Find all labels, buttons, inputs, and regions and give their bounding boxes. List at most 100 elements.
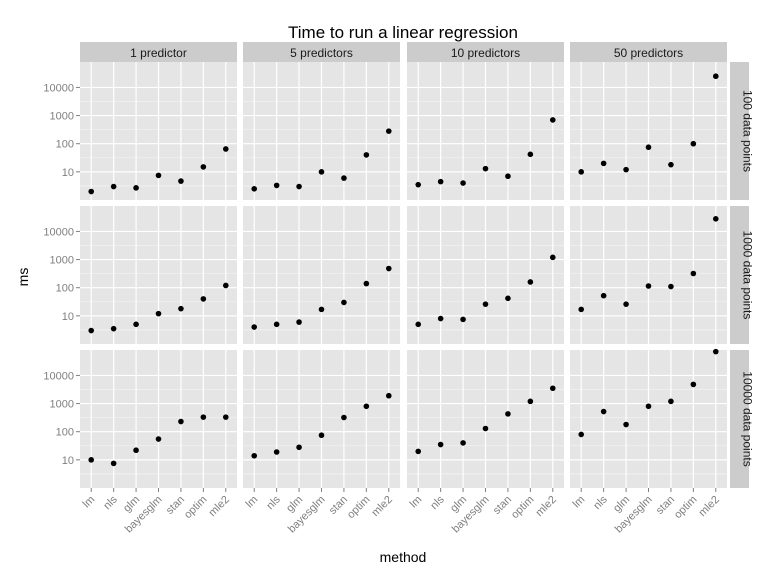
facet-grid: 1 predictor 5 predictors 10 predictors 50 p…	[43, 42, 755, 535]
data-point	[460, 440, 466, 446]
facet-panel	[407, 206, 564, 344]
column-strip-label: 50 predictors	[614, 46, 683, 60]
data-point	[668, 161, 674, 168]
data-point	[155, 310, 162, 317]
chart-title: Time to run a linear regression	[288, 23, 518, 42]
x-axis-title: method	[380, 549, 427, 565]
data-point	[578, 431, 585, 438]
data-point	[549, 117, 556, 123]
facet-panel	[407, 62, 564, 200]
data-point	[273, 182, 280, 189]
data-point	[222, 146, 229, 152]
data-point	[318, 306, 325, 313]
data-point	[623, 166, 629, 173]
y-tick-label: 100	[56, 283, 74, 295]
x-tick-label: optim	[345, 494, 373, 522]
data-point	[318, 169, 325, 175]
x-tick-label: mle2	[697, 494, 722, 519]
y-tick-label: 10	[62, 455, 74, 467]
data-point	[527, 279, 534, 285]
data-point	[200, 414, 207, 420]
data-point	[363, 280, 370, 287]
data-point	[88, 188, 95, 195]
column-strip	[570, 42, 727, 62]
data-point	[712, 73, 719, 80]
data-point	[341, 414, 347, 421]
facet-panel	[570, 206, 727, 344]
row-strip	[730, 206, 749, 344]
y-tick-label: 1000	[50, 399, 74, 411]
data-point	[623, 301, 629, 307]
data-point	[110, 460, 117, 467]
data-point	[645, 144, 652, 151]
data-point	[690, 270, 697, 277]
column-strip	[80, 42, 237, 62]
data-point	[505, 411, 511, 417]
data-point	[88, 457, 95, 463]
data-point	[549, 385, 556, 392]
column-strip-label: 5 predictors	[290, 46, 353, 60]
data-point	[222, 282, 229, 289]
y-tick-label: 10	[62, 311, 74, 323]
data-point	[505, 173, 511, 180]
column-strip-label: 1 predictor	[130, 46, 187, 60]
y-tick-label: 10000	[43, 370, 74, 382]
column-strip	[407, 42, 564, 62]
y-tick-label: 100	[56, 427, 74, 439]
data-point	[133, 185, 139, 191]
data-point	[296, 319, 302, 325]
facet-panel	[407, 350, 564, 488]
data-point	[712, 348, 719, 355]
y-tick-label: 100	[56, 139, 74, 151]
data-point	[133, 321, 139, 328]
data-point	[178, 418, 184, 425]
data-point	[482, 425, 489, 432]
data-point	[155, 436, 162, 442]
data-point	[527, 398, 534, 405]
data-point	[415, 321, 422, 328]
facet-panel	[80, 350, 237, 488]
x-tick-label: nls	[264, 493, 283, 512]
facet-panel	[570, 348, 727, 488]
x-tick-label: mle2	[207, 494, 232, 519]
data-point	[549, 254, 556, 261]
data-point	[527, 151, 534, 158]
data-point	[668, 283, 674, 290]
data-point	[296, 444, 302, 451]
data-point	[600, 160, 607, 167]
data-point	[296, 183, 302, 190]
row-strip-label: 1000 data points	[741, 231, 755, 320]
data-point	[363, 403, 370, 410]
data-point	[200, 296, 207, 302]
data-point	[600, 292, 607, 299]
facet-panel	[243, 350, 400, 488]
data-point	[341, 175, 347, 181]
data-point	[222, 414, 229, 420]
data-point	[385, 128, 392, 134]
x-tick-label: nls	[428, 493, 447, 512]
x-tick-label: optim	[182, 494, 210, 522]
data-point	[437, 178, 444, 185]
row-strip	[730, 62, 749, 200]
data-point	[341, 299, 347, 306]
y-tick-label: 10000	[43, 82, 74, 94]
x-tick-label: optim	[509, 494, 537, 522]
data-point	[200, 164, 207, 170]
facet-panel	[80, 62, 237, 200]
data-point	[578, 306, 585, 313]
data-point	[437, 315, 444, 322]
data-point	[460, 316, 466, 323]
row-strip-label: 10000 data points	[741, 371, 755, 466]
x-tick-label: lm	[81, 494, 98, 511]
data-point	[251, 324, 258, 330]
data-point	[110, 183, 117, 190]
data-point	[133, 447, 139, 454]
data-point	[505, 295, 511, 302]
y-tick-label: 10000	[43, 226, 74, 238]
data-point	[690, 140, 697, 147]
data-point	[155, 172, 162, 179]
row-strip-label: 100 data points	[741, 90, 755, 172]
data-point	[363, 152, 370, 158]
data-point	[578, 169, 585, 175]
